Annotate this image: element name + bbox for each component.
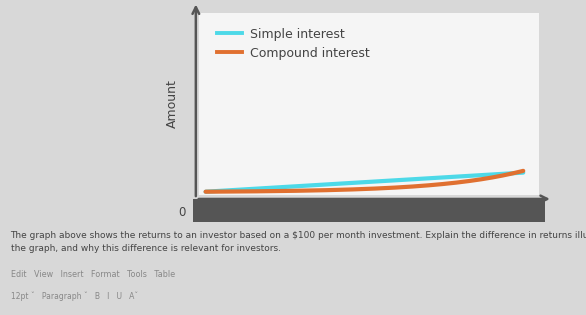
Text: Year: Year bbox=[356, 214, 383, 226]
Text: 12pt ˇ   Paragraph ˇ   B   I   U   Aˇ: 12pt ˇ Paragraph ˇ B I U Aˇ bbox=[11, 292, 138, 301]
Text: Amount: Amount bbox=[166, 79, 179, 129]
Text: Edit   View   Insert   Format   Tools   Table: Edit View Insert Format Tools Table bbox=[11, 270, 175, 279]
Text: 0: 0 bbox=[179, 206, 186, 219]
Legend: Simple interest, Compound interest: Simple interest, Compound interest bbox=[212, 22, 374, 65]
Text: The graph above shows the returns to an investor based on a $100 per month inves: The graph above shows the returns to an … bbox=[11, 231, 586, 253]
